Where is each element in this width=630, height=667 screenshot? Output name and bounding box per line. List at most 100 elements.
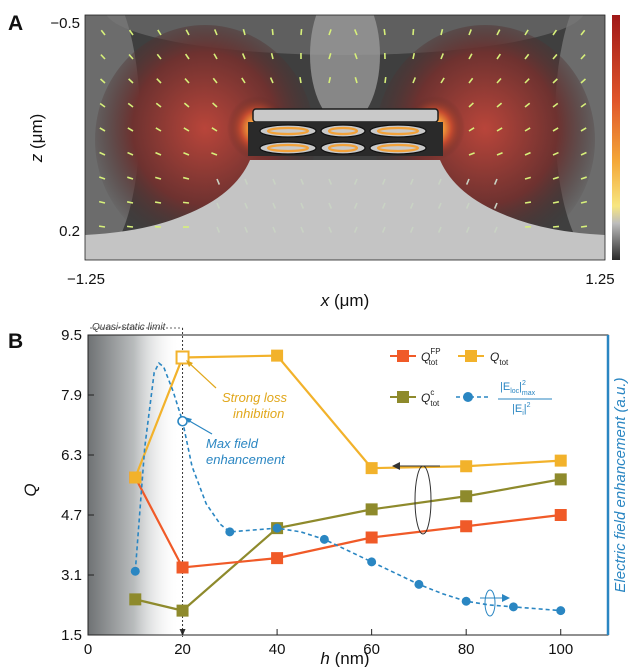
annotation-field-1: Max field [206, 436, 259, 451]
field-arrow [328, 29, 332, 36]
field-arrow [580, 54, 586, 60]
field-arrow [216, 178, 221, 185]
field-arrow [99, 151, 106, 156]
field-arrow [496, 151, 503, 156]
legend-label-field-num: |Eloc|2 max [500, 380, 536, 397]
series-line-qtot [134, 354, 561, 478]
point-qtot_fp [176, 561, 189, 574]
field-arrow [468, 29, 472, 36]
field-arrow [552, 127, 559, 132]
field-arrow [437, 178, 442, 185]
field-arrow [412, 77, 417, 84]
axis-indicator-right [480, 589, 510, 617]
field-arrow [493, 202, 498, 209]
field-arrow [155, 176, 162, 180]
panel-b-plot [129, 349, 567, 617]
field-arrow [468, 102, 474, 108]
field-arrow [127, 151, 134, 156]
field-arrow [211, 152, 218, 156]
point-qtot_fp [554, 509, 567, 521]
legend-label-qtot: Qtot [490, 350, 509, 367]
x-tick-label: 0 [84, 641, 92, 658]
field-arrow [468, 77, 474, 84]
field-arrow [300, 178, 305, 185]
y-tick-label: 6.3 [61, 447, 82, 464]
legend-label-field-den: |Ei|2 [512, 402, 531, 417]
field-arrow [155, 151, 162, 156]
point-field [556, 606, 566, 616]
point-qtot_c [176, 604, 189, 617]
field-arrow [328, 53, 332, 60]
point-field [225, 527, 235, 537]
field-arrow [580, 102, 587, 108]
point-qtot [129, 471, 142, 484]
point-field [461, 596, 471, 606]
field-arrow [381, 226, 386, 233]
field-arrow [440, 53, 444, 60]
field-arrow [353, 202, 358, 209]
quasi-static-region [88, 335, 180, 635]
field-arrow [242, 29, 246, 36]
field-arrow [183, 151, 190, 156]
field-arrow [465, 202, 470, 209]
field-arrow [493, 178, 498, 185]
field-arrow [270, 52, 274, 60]
field-arrow [157, 29, 162, 36]
annotation-field-arrow [185, 418, 213, 435]
point-qtot_fp [271, 552, 284, 565]
point-qtot_c [460, 490, 473, 503]
field-arrow [213, 53, 218, 60]
field-arrow [524, 53, 530, 60]
y-tick-label: 3.1 [61, 567, 82, 584]
legend-label-qtot-fp: QFP tot [421, 347, 441, 367]
field-arrow [524, 176, 531, 180]
field-arrow [154, 201, 162, 204]
field-arrow [300, 202, 305, 209]
field-arrow [328, 202, 333, 209]
field-arrow [496, 77, 502, 84]
field-arrow [156, 78, 162, 84]
field-arrow [212, 102, 218, 108]
field-arrow [328, 76, 332, 84]
field-arrow [271, 28, 274, 36]
point-qtot [271, 349, 284, 362]
field-arrow [354, 77, 358, 84]
field-arrow [216, 202, 221, 209]
point-qtot_fp [460, 520, 473, 533]
panel-a-xtick-left: −1.25 [67, 271, 105, 288]
x-tick-label: 80 [458, 641, 475, 658]
field-arrow [182, 201, 190, 204]
y-tick-label: 7.9 [61, 387, 82, 404]
field-arrow [354, 29, 358, 36]
legend-marker-field [463, 392, 473, 402]
field-arrow [99, 102, 106, 108]
field-arrow [99, 127, 106, 132]
point-field [272, 523, 282, 533]
annotation-field-2: enhancement [206, 452, 286, 467]
panel-b-letter: B [8, 330, 23, 353]
panel-a-ytick-bottom: 0.2 [59, 223, 80, 240]
field-arrow [241, 53, 246, 60]
point-qtot_c [365, 503, 378, 516]
field-arrow [468, 127, 475, 132]
legend-marker-qtot-c [397, 391, 409, 403]
field-arrow [328, 226, 333, 233]
field-arrow [99, 78, 106, 84]
field-arrow [465, 226, 470, 233]
field-arrow [524, 201, 532, 204]
field-arrow [468, 152, 475, 156]
field-arrow [524, 151, 531, 156]
field-arrow [409, 178, 414, 185]
field-arrow [496, 127, 503, 132]
field-arrow [244, 178, 249, 185]
field-arrow [269, 77, 274, 84]
field-arrow [412, 28, 415, 36]
field-arrow [580, 225, 588, 228]
field-arrow [300, 28, 303, 36]
field-arrow [155, 102, 162, 108]
field-arrow [468, 53, 473, 60]
field-arrow [244, 226, 249, 233]
field-arrow [552, 78, 558, 84]
point-field [367, 557, 377, 567]
field-arrow [213, 29, 218, 36]
